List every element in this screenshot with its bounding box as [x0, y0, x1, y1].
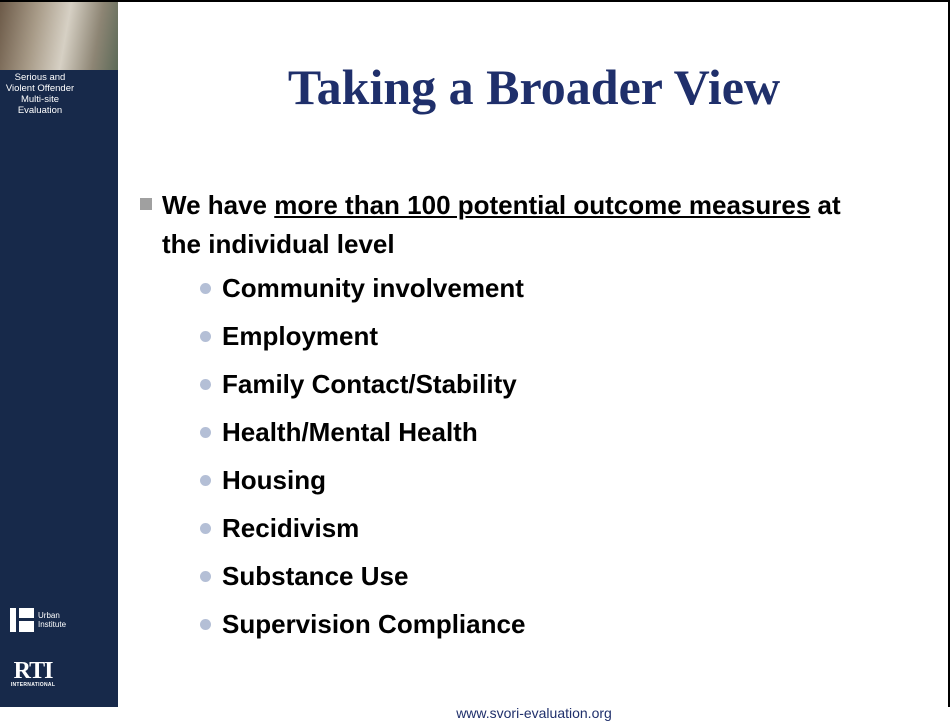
- sidebar-photo: [0, 2, 118, 70]
- text: We have: [162, 190, 267, 220]
- sub-bullet: Family Contact/Stability: [200, 364, 525, 412]
- sub-bullet: Community involvement: [200, 268, 525, 316]
- urban-logo: Urban Institute: [10, 608, 78, 632]
- underlined-text: more than 100 potential outcome measures: [274, 190, 810, 220]
- sub-bullet: Health/Mental Health: [200, 412, 525, 460]
- footer-url: www.svori-evaluation.org: [118, 705, 950, 721]
- slide-title: Taking a Broader View: [118, 58, 950, 116]
- sidebar-text: Serious and Violent Offender Multi-site …: [4, 72, 76, 116]
- sub-bullet: Substance Use: [200, 556, 525, 604]
- sub-bullet: Recidivism: [200, 508, 525, 556]
- bullet-square: [140, 198, 152, 210]
- sub-bullet: Employment: [200, 316, 525, 364]
- main-bullet: We have more than 100 potential outcome …: [140, 186, 860, 264]
- sidebar: Serious and Violent Offender Multi-site …: [0, 2, 118, 707]
- rti-subtext: INTERNATIONAL: [8, 682, 58, 688]
- sub-bullet: Housing: [200, 460, 525, 508]
- urban-icon: [10, 608, 34, 632]
- urban-text: Urban Institute: [38, 611, 78, 629]
- rti-logo: RTI INTERNATIONAL: [8, 660, 58, 688]
- main-bullet-text: We have more than 100 potential outcome …: [162, 186, 860, 264]
- sub-bullet: Supervision Compliance: [200, 604, 525, 652]
- rti-text: RTI: [8, 660, 58, 682]
- slide-page: Serious and Violent Offender Multi-site …: [0, 0, 952, 723]
